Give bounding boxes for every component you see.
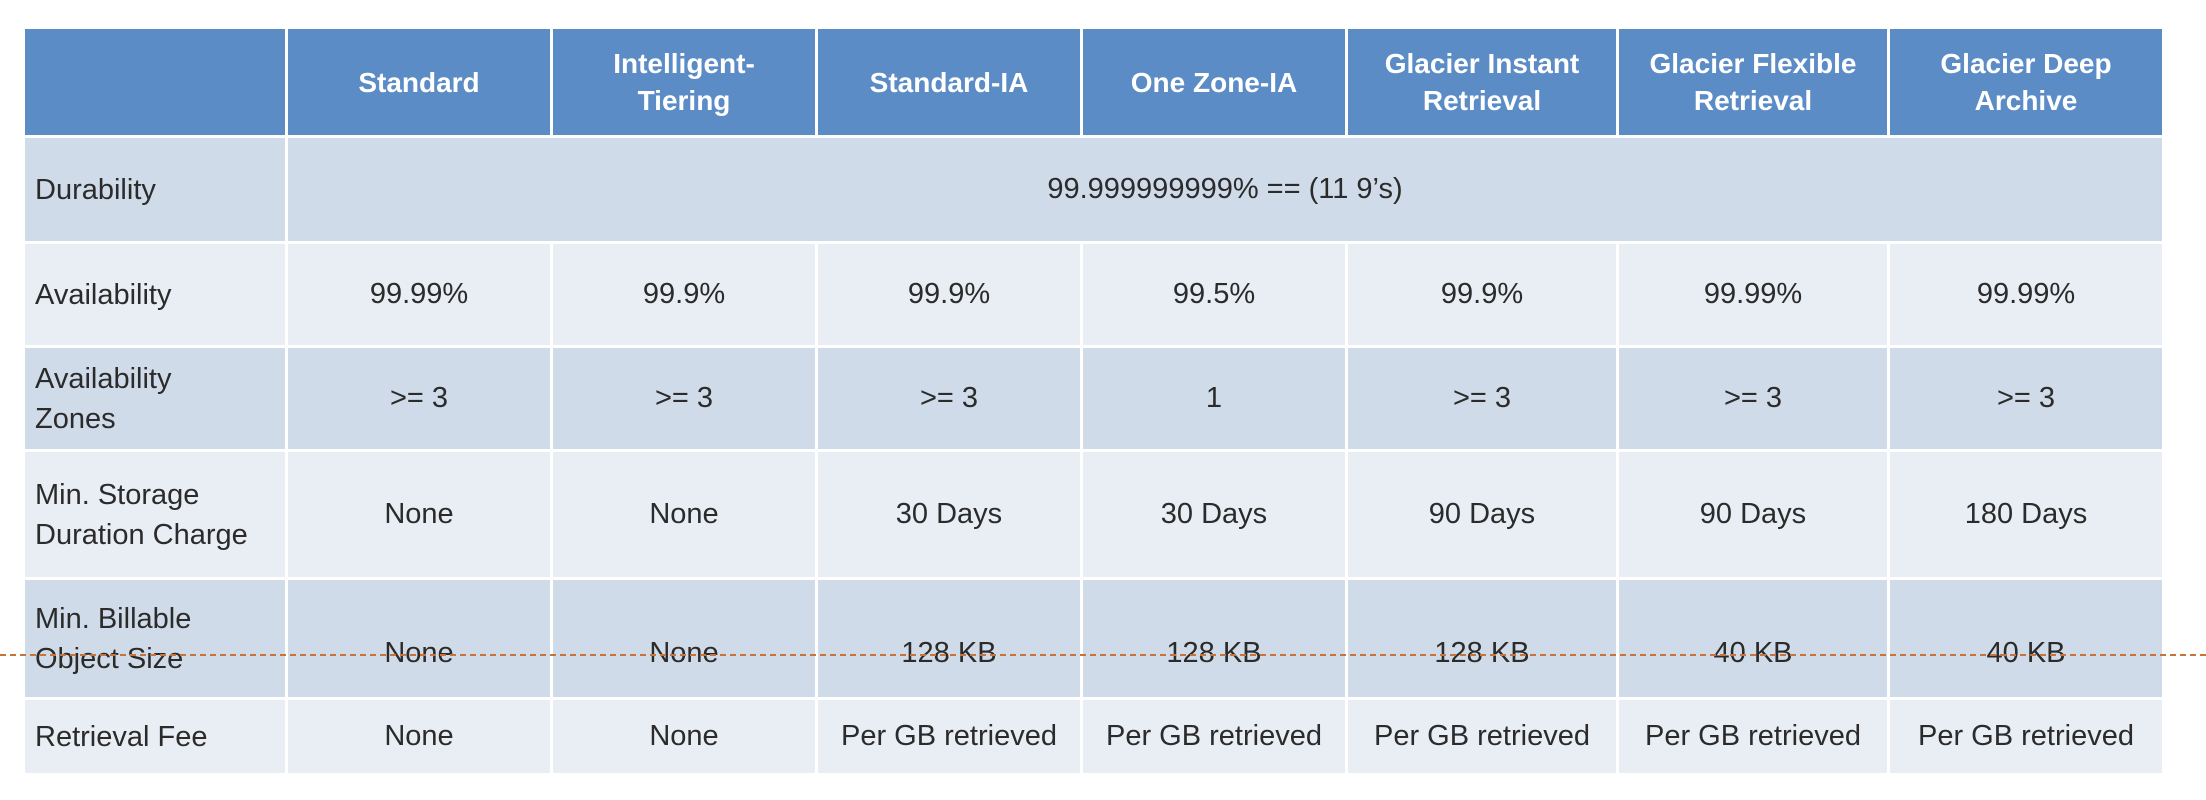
header-standard: Standard <box>285 26 553 138</box>
table-cell: >= 3 <box>550 345 818 452</box>
table-cell: 99.9% <box>550 241 818 348</box>
table-cell: None <box>285 449 553 580</box>
table-cell: >= 3 <box>1345 345 1619 452</box>
table-cell: 99.99% <box>1616 241 1890 348</box>
table-cell: 30 Days <box>1080 449 1348 580</box>
header-glacier-instant-retrieval: Glacier Instant Retrieval <box>1345 26 1619 138</box>
retrieval-fee-label: Retrieval Fee <box>22 697 288 776</box>
table-cell: None <box>550 449 818 580</box>
availability-zones-label: Availability Zones <box>22 345 288 452</box>
storage-class-comparison-table: Standard Intelligent- Tiering Standard-IA… <box>22 26 2165 776</box>
table-cell: >= 3 <box>285 345 553 452</box>
table-cell: 30 Days <box>815 449 1083 580</box>
availability-row: Availability 99.99% 99.9% 99.9% 99.5% 99… <box>22 241 2165 348</box>
table-cell: Per GB retrieved <box>1887 697 2165 776</box>
header-glacier-deep-archive: Glacier Deep Archive <box>1887 26 2165 138</box>
header-standard-ia: Standard-IA <box>815 26 1083 138</box>
table-cell: 90 Days <box>1345 449 1619 580</box>
header-one-zone-ia: One Zone-IA <box>1080 26 1348 138</box>
table-cell: None <box>285 577 553 700</box>
header-corner-cell <box>22 26 288 138</box>
table-cell: Per GB retrieved <box>815 697 1083 776</box>
table-cell: None <box>550 697 818 776</box>
table-cell: 128 KB <box>815 577 1083 700</box>
table-cell: 99.99% <box>285 241 553 348</box>
header-intelligent-tiering: Intelligent- Tiering <box>550 26 818 138</box>
table-cell: Per GB retrieved <box>1345 697 1619 776</box>
table-cell: None <box>550 577 818 700</box>
table-cell: 128 KB <box>1080 577 1348 700</box>
table-cell: >= 3 <box>1887 345 2165 452</box>
table-cell: 90 Days <box>1616 449 1890 580</box>
table-cell: 40 KB <box>1887 577 2165 700</box>
table-cell: 128 KB <box>1345 577 1619 700</box>
min-billable-size-row: Min. Billable Object Size None None 128 K… <box>22 577 2165 700</box>
table-cell: 1 <box>1080 345 1348 452</box>
table-cell: None <box>285 697 553 776</box>
durability-value: 99.999999999% == (11 9’s) <box>285 135 2165 244</box>
min-billable-size-label: Min. Billable Object Size <box>22 577 288 700</box>
table-cell: >= 3 <box>815 345 1083 452</box>
availability-zones-row: Availability Zones >= 3 >= 3 >= 3 1 >= 3 … <box>22 345 2165 452</box>
table-cell: 40 KB <box>1616 577 1890 700</box>
dashed-divider-line <box>0 654 2206 656</box>
durability-label: Durability <box>22 135 288 244</box>
availability-label: Availability <box>22 241 288 348</box>
table-cell: >= 3 <box>1616 345 1890 452</box>
header-row: Standard Intelligent- Tiering Standard-IA… <box>22 26 2165 138</box>
table-cell: 99.9% <box>815 241 1083 348</box>
table-cell: Per GB retrieved <box>1616 697 1890 776</box>
header-glacier-flexible-retrieval: Glacier Flexible Retrieval <box>1616 26 1890 138</box>
table-cell: Per GB retrieved <box>1080 697 1348 776</box>
table-cell: 99.9% <box>1345 241 1619 348</box>
min-storage-duration-row: Min. Storage Duration Charge None None 30… <box>22 449 2165 580</box>
durability-row: Durability 99.999999999% == (11 9’s) <box>22 135 2165 244</box>
retrieval-fee-row: Retrieval Fee None None Per GB retrieved… <box>22 697 2165 776</box>
table-cell: 99.5% <box>1080 241 1348 348</box>
table-cell: 99.99% <box>1887 241 2165 348</box>
table-cell: 180 Days <box>1887 449 2165 580</box>
min-storage-duration-label: Min. Storage Duration Charge <box>22 449 288 580</box>
